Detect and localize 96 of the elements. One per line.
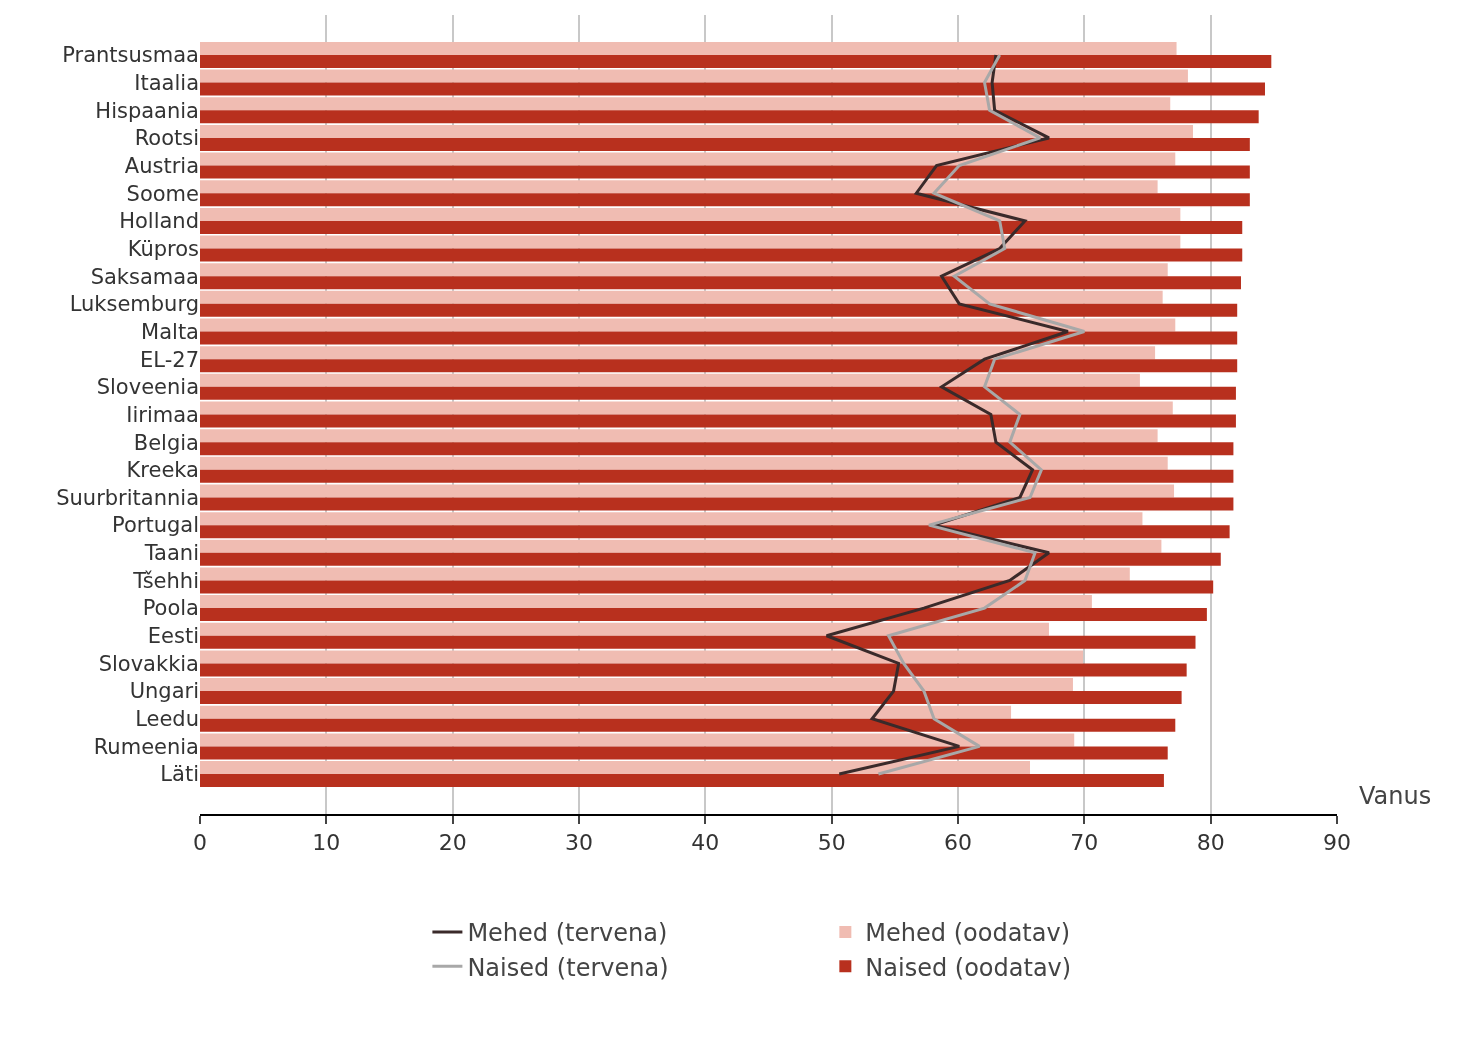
y-tick-label: Luksemburg [69, 292, 199, 317]
x-tick-label: 30 [565, 830, 593, 856]
y-tick-label: Suurbritannia [56, 485, 199, 510]
y-tick-label: Portugal [112, 513, 199, 538]
bar [200, 346, 1156, 360]
bar [200, 512, 1143, 526]
y-tick-label: Kreeka [126, 458, 199, 483]
bar [200, 276, 1241, 290]
bar [200, 41, 1177, 55]
bar [200, 303, 1238, 317]
bar [200, 373, 1140, 387]
bar [200, 137, 1250, 151]
bar [200, 54, 1272, 68]
x-tick-label: 10 [312, 830, 341, 856]
bar [200, 193, 1250, 207]
x-tick-label: 40 [691, 830, 720, 856]
bar [200, 235, 1181, 249]
y-tick-label: Iirimaa [126, 402, 199, 427]
x-tick-label: 70 [1070, 830, 1099, 856]
bar [200, 110, 1259, 124]
bar [200, 552, 1221, 566]
y-tick-label: Taani [143, 541, 199, 566]
x-tick-label: 20 [438, 830, 467, 856]
y-tick-label: Holland [119, 209, 199, 234]
y-tick-label: Poola [142, 596, 199, 621]
bar [200, 733, 1075, 747]
bar [200, 220, 1243, 234]
bar [200, 774, 1164, 788]
y-tick-label: Tšehhi [132, 568, 199, 593]
y-tick-label: Läti [160, 762, 199, 787]
bar [200, 761, 1031, 775]
bar [200, 165, 1250, 179]
bar [200, 331, 1238, 345]
y-tick-label: Belgia [133, 430, 199, 455]
y-tick-label: Itaalia [134, 70, 199, 95]
y-tick-label: Ungari [129, 679, 199, 704]
bar [200, 705, 1012, 719]
bar [200, 429, 1158, 443]
y-tick-label: Saksamaa [90, 264, 199, 289]
y-tick-label: Küpros [127, 236, 199, 261]
bar [200, 635, 1196, 649]
legend-label: Naised (tervena) [467, 953, 669, 982]
y-tick-label: Rootsi [134, 126, 199, 151]
legend-label: Mehed (tervena) [467, 919, 668, 948]
y-tick-label: Prantsusmaa [62, 43, 199, 68]
x-tick-label: 90 [1323, 830, 1351, 856]
bar [200, 650, 1084, 664]
x-tick-label: 50 [817, 830, 846, 856]
bar [200, 82, 1265, 96]
bar [200, 678, 1073, 692]
y-tick-label: EL-27 [140, 347, 199, 372]
bar [200, 152, 1176, 166]
bar [200, 180, 1158, 194]
bar [200, 469, 1234, 483]
bar [200, 456, 1168, 470]
y-tick-label: Malta [141, 319, 199, 344]
bar [200, 97, 1171, 111]
x-axis-title: Vanus [1359, 782, 1432, 810]
y-tick-label: Sloveenia [96, 375, 199, 400]
bar [200, 497, 1234, 511]
bar [200, 539, 1162, 553]
bar [200, 359, 1238, 373]
bar [200, 386, 1236, 400]
bar [200, 580, 1214, 594]
bar [200, 442, 1234, 456]
y-tick-label: Slovakkia [98, 651, 199, 676]
bar [200, 691, 1182, 705]
legend-label: Mehed (oodatav) [865, 919, 1071, 948]
bar [200, 746, 1168, 760]
bar [200, 525, 1230, 539]
bar [200, 248, 1243, 262]
bar [200, 663, 1187, 677]
y-tick-label: Hispaania [95, 98, 199, 123]
bar [200, 567, 1130, 581]
bar [200, 263, 1168, 277]
y-tick-label: Soome [126, 181, 199, 206]
bar [200, 595, 1092, 609]
x-tick-label: 60 [944, 830, 972, 856]
bar [200, 608, 1207, 622]
y-tick-label: Eesti [147, 624, 199, 649]
x-tick-label: 80 [1196, 830, 1225, 856]
bar [200, 290, 1163, 304]
bar [200, 124, 1193, 138]
y-tick-label: Austria [124, 153, 199, 178]
bar [200, 207, 1181, 221]
y-tick-label: Leedu [135, 707, 199, 732]
bar [200, 401, 1173, 415]
bar [200, 69, 1188, 83]
bar [200, 484, 1175, 498]
bar [200, 318, 1176, 332]
x-tick-label: 0 [193, 830, 207, 856]
bar [200, 622, 1049, 636]
y-tick-label: Rumeenia [93, 734, 199, 759]
bar [200, 414, 1236, 428]
legend-label: Naised (oodatav) [865, 953, 1072, 982]
bar [200, 718, 1176, 732]
